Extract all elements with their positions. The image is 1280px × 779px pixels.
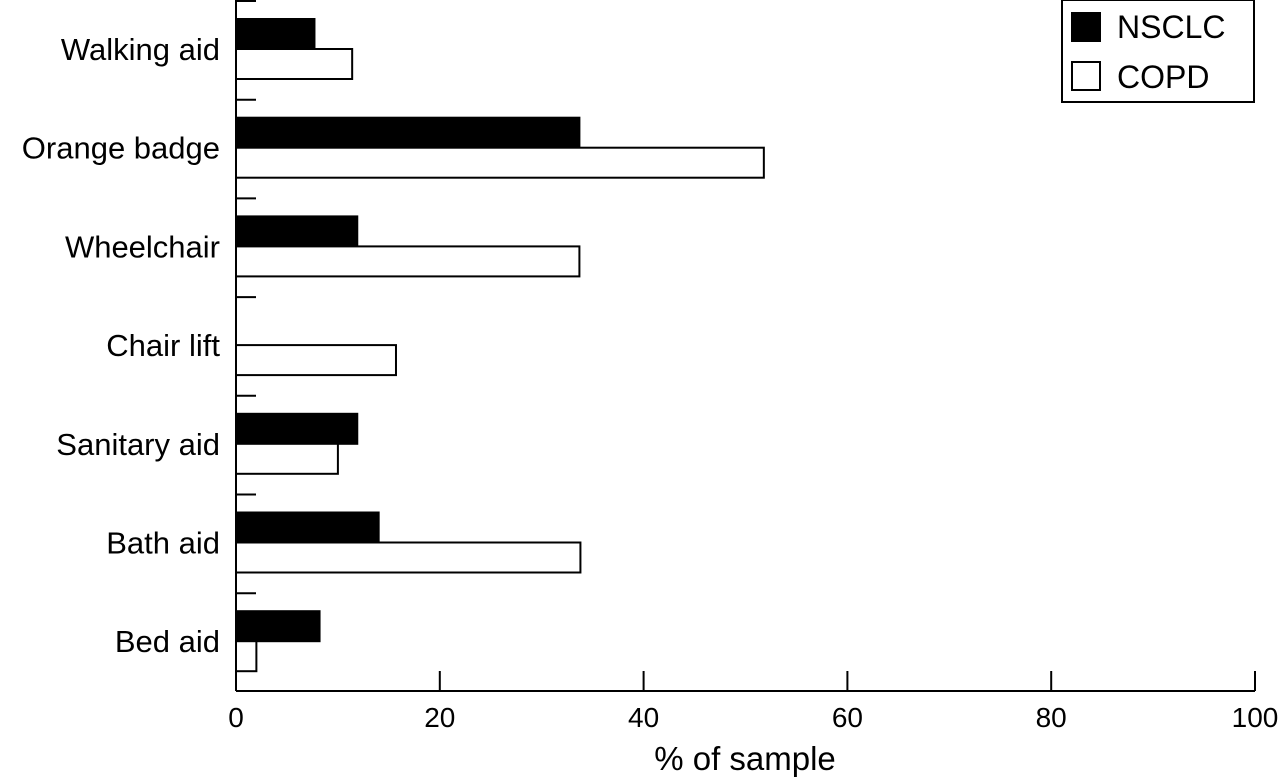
category-label: Bed aid xyxy=(115,624,220,659)
category-label: Bath aid xyxy=(106,526,220,561)
category-label: Orange badge xyxy=(22,131,220,166)
legend-label-nsclc: NSCLC xyxy=(1117,9,1225,45)
category-label: Wheelchair xyxy=(65,229,220,264)
bar-copd xyxy=(235,541,582,574)
bar-nsclc xyxy=(235,610,321,643)
legend-swatch-nsclc xyxy=(1071,12,1101,42)
x-tick-label: 80 xyxy=(1036,702,1067,733)
bar-copd xyxy=(235,344,397,377)
x-tick-label: 60 xyxy=(832,702,863,733)
category-label: Sanitary aid xyxy=(56,427,220,462)
category-labels: Walking aid Orange badge Wheelchair Chair l… xyxy=(22,0,256,659)
bar-copd xyxy=(235,245,581,278)
bar-nsclc xyxy=(235,116,581,149)
bar-copd xyxy=(235,640,258,673)
bar-nsclc xyxy=(235,511,380,544)
bar-copd xyxy=(235,442,339,475)
bar-nsclc xyxy=(235,412,359,445)
legend-label-copd: COPD xyxy=(1117,59,1209,95)
x-tick-label: 20 xyxy=(424,702,455,733)
bars xyxy=(235,18,765,673)
x-tick-label: 0 xyxy=(228,702,244,733)
x-axis-label: % of sample xyxy=(654,740,836,777)
x-tick-label: 40 xyxy=(628,702,659,733)
category-label: Walking aid xyxy=(61,32,220,67)
bar-nsclc xyxy=(235,215,359,248)
category-label: Chair lift xyxy=(106,328,220,363)
bar-copd xyxy=(235,48,354,80)
x-tick-label: 100 xyxy=(1232,702,1279,733)
x-ticks: 0 20 40 60 80 100 xyxy=(228,671,1278,733)
legend-swatch-copd xyxy=(1071,61,1101,91)
bar-nsclc xyxy=(235,18,316,50)
axes xyxy=(235,0,1255,692)
bar-copd xyxy=(235,146,765,179)
legend: NSCLC COPD xyxy=(1061,0,1255,103)
